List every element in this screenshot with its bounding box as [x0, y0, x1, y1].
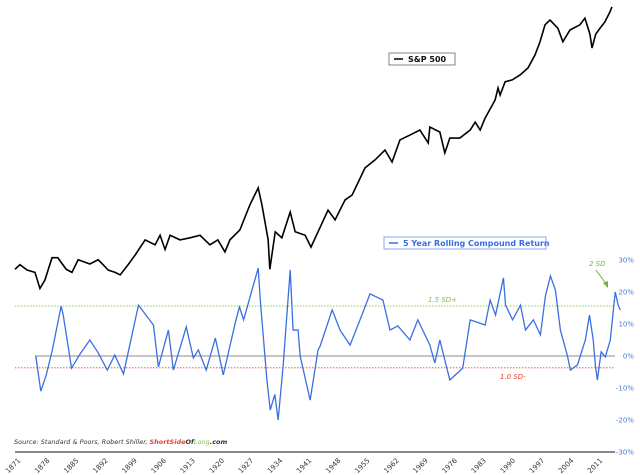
x-tick-label: 1955	[353, 457, 371, 475]
x-tick-label: 2011	[586, 457, 604, 475]
x-tick-label: 1892	[91, 457, 109, 475]
sp500-legend: S&P 500	[388, 52, 456, 66]
y-tick-label: 20%	[618, 289, 634, 297]
x-tick-label: 1969	[412, 457, 430, 475]
x-tick-label: 1990	[499, 457, 517, 475]
x-tick-label: 1906	[150, 456, 169, 475]
y-tick-label: 10%	[618, 321, 634, 329]
y-tick-label: 30%	[618, 257, 634, 265]
sp500-legend-label: S&P 500	[408, 55, 447, 64]
label-1-0-sd: 1.0 SD-	[500, 373, 526, 381]
x-tick-label: 1983	[470, 457, 488, 475]
source-note: Source: Standard & Poors, Robert Shiller…	[14, 438, 228, 446]
x-tick-label: 1871	[4, 457, 22, 475]
x-tick-label: 1885	[62, 457, 80, 475]
y-tick-label: -20%	[616, 417, 634, 425]
x-tick-label: 1997	[528, 457, 546, 475]
x-tick-label: 1948	[324, 457, 342, 475]
x-tick-label: 1962	[382, 457, 400, 475]
arrow-icon	[595, 269, 608, 288]
x-tick-label: 1878	[33, 457, 51, 475]
y-tick-label: -10%	[616, 385, 634, 393]
return-legend: 5 Year Rolling Compound Return	[383, 236, 550, 250]
x-tick-label: 2004	[557, 456, 576, 475]
label-2-sd: 2 SD	[589, 260, 606, 268]
y-tick-label: 0%	[623, 353, 634, 361]
x-tick-label: 1913	[179, 457, 197, 475]
x-tick-label: 1976	[441, 456, 460, 475]
return-legend-label: 5 Year Rolling Compound Return	[403, 239, 550, 248]
x-tick-label: 1927	[237, 457, 255, 475]
label-1-5-sd: 1.5 SD+	[428, 296, 457, 304]
x-tick-label: 1934	[266, 456, 285, 475]
x-tick-label: 1920	[208, 457, 226, 475]
x-tick-label: 1941	[295, 457, 313, 475]
y-tick-label: -30%	[616, 449, 634, 457]
sp500-line	[14, 6, 613, 291]
rolling-return-line	[35, 267, 621, 421]
x-tick-label: 1899	[121, 457, 139, 475]
